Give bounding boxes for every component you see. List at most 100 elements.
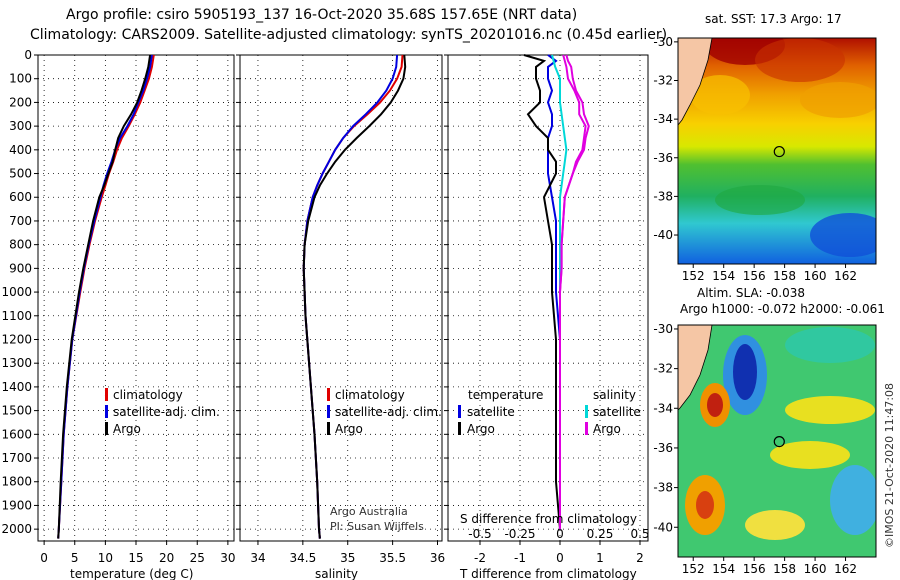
x-tick-label: 25: [190, 551, 205, 565]
map-x-tick-label: 162: [834, 562, 857, 576]
map-x-tick-label: 162: [834, 269, 857, 283]
sla-blue-patch: [830, 465, 876, 535]
legend-heading-temperature: temperature: [468, 388, 543, 402]
x-tick-label: 15: [128, 551, 143, 565]
x-tick-label: -2: [474, 551, 486, 565]
legend-swatch-satellite: [327, 405, 330, 418]
s-diff-tick-label: 0: [556, 527, 564, 541]
x-tick-label: 2: [636, 551, 644, 565]
legend-swatch-t-argo: [458, 422, 461, 435]
map-y-tick-label: -30: [653, 322, 673, 336]
map-x-tick-label: 158: [773, 562, 796, 576]
map-x-tick-label: 158: [773, 269, 796, 283]
legend-swatch-t-satellite: [458, 405, 461, 418]
legend-label-argo: Argo: [113, 422, 141, 436]
x-tick-label: 10: [98, 551, 113, 565]
plot-title-line2: Climatology: CARS2009. Satellite-adjuste…: [30, 27, 668, 43]
x-tick-label: 1: [596, 551, 604, 565]
depth-tick-label: 1700: [1, 451, 32, 465]
x-tick-label: 20: [159, 551, 174, 565]
depth-tick-label: 1300: [1, 356, 32, 370]
series-argo-temperature: [57, 54, 152, 539]
legend-label-s-argo: Argo: [593, 422, 621, 436]
imos-watermark: ©IMOS 21-Oct-2020 11:47:08: [883, 383, 896, 548]
depth-tick-label: 1000: [1, 285, 32, 299]
depth-tick-label: 1600: [1, 427, 32, 441]
depth-tick-label: 1900: [1, 498, 32, 512]
sst-warm-patch: [755, 38, 845, 82]
difference-panel-frame: [447, 54, 649, 542]
depth-tick-label: 300: [9, 119, 32, 133]
legend-label-t-argo: Argo: [467, 422, 495, 436]
depth-tick-label: 0: [24, 48, 32, 62]
map-y-tick-label: -32: [653, 73, 673, 87]
t-difference-axis-label: T difference from climatology: [459, 567, 637, 580]
depth-tick-label: 100: [9, 72, 32, 86]
s-diff-tick-label: -0.25: [504, 527, 535, 541]
legend-swatch-s-satellite: [585, 405, 588, 418]
depth-tick-label: 1500: [1, 404, 32, 418]
legend-label-satellite: satellite-adj. clim.: [335, 405, 442, 419]
profile-location-marker: [773, 435, 785, 448]
legend-swatch-argo: [105, 422, 108, 435]
depth-tick-label: 1100: [1, 309, 32, 323]
depth-tick-label: 1200: [1, 332, 32, 346]
difference-legend: temperature salinity satellite Argo sate…: [458, 388, 641, 436]
map-y-tick-label: -40: [653, 228, 673, 242]
plot-title-line1: Argo profile: csiro 5905193_137 16-Oct-2…: [66, 7, 578, 23]
depth-tick-label: 700: [9, 214, 32, 228]
sla-yellow-patch: [745, 510, 805, 540]
sst-map: [678, 38, 876, 264]
legend-swatch-satellite: [105, 405, 108, 418]
depth-tick-label: 500: [9, 167, 32, 181]
map-x-tick-label: 156: [743, 269, 766, 283]
x-tick-label: 35: [340, 551, 355, 565]
map-x-tick-label: 152: [682, 562, 705, 576]
map-y-tick-label: -38: [653, 189, 673, 203]
x-tick-label: 34.5: [289, 551, 316, 565]
legend-swatch-climatology: [327, 388, 330, 401]
map-x-tick-label: 154: [712, 562, 735, 576]
legend-swatch-argo: [327, 422, 330, 435]
sst-green-patch: [715, 185, 805, 215]
map-y-tick-label: -34: [653, 401, 673, 415]
series-argo-salinity: [302, 54, 407, 539]
depth-tick-label: 800: [9, 238, 32, 252]
map-x-tick-label: 152: [682, 269, 705, 283]
legend-label-climatology: climatology: [113, 388, 183, 402]
x-tick-label: 35.5: [379, 551, 406, 565]
legend-label-argo: Argo: [335, 422, 363, 436]
sst-land: [678, 38, 713, 126]
temperature-legend: climatology satellite-adj. clim. Argo: [105, 388, 220, 436]
series-satellite-temperature: [57, 54, 153, 539]
sla-map-subtitle: Argo h1000: -0.072 h2000: -0.061: [680, 302, 885, 316]
depth-tick-label: 1400: [1, 380, 32, 394]
sla-teal-patch: [785, 327, 875, 363]
map-y-tick-label: -34: [653, 112, 673, 126]
sla-map-title: Altim. SLA: -0.038: [697, 286, 805, 300]
sla-map: [678, 325, 876, 557]
map-x-tick-label: 156: [743, 562, 766, 576]
depth-tick-label: 400: [9, 143, 32, 157]
series-satellite-salinity: [302, 54, 399, 539]
map-y-tick-label: -36: [653, 151, 673, 165]
temperature-axis-label: temperature (deg C): [70, 567, 193, 580]
legend-heading-salinity: salinity: [593, 388, 636, 402]
x-tick-label: 30: [220, 551, 235, 565]
legend-swatch-climatology: [105, 388, 108, 401]
x-tick-label: 5: [71, 551, 79, 565]
x-tick-label: 0: [556, 551, 564, 565]
depth-tick-label: 1800: [1, 475, 32, 489]
map-y-tick-label: -38: [653, 481, 673, 495]
map-x-tick-label: 160: [804, 269, 827, 283]
temperature-panel-frame: [37, 54, 235, 542]
salinity-legend: climatology satellite-adj. clim. Argo: [327, 388, 442, 436]
credit-line2: PI: Susan Wijffels: [330, 520, 424, 533]
series-climatology-temperature: [57, 54, 155, 539]
depth-tick-label: 900: [9, 261, 32, 275]
x-tick-label: -1: [514, 551, 526, 565]
sst-map-frame: [677, 37, 877, 265]
legend-label-satellite: satellite-adj. clim.: [113, 405, 220, 419]
legend-label-s-satellite: satellite: [593, 405, 641, 419]
